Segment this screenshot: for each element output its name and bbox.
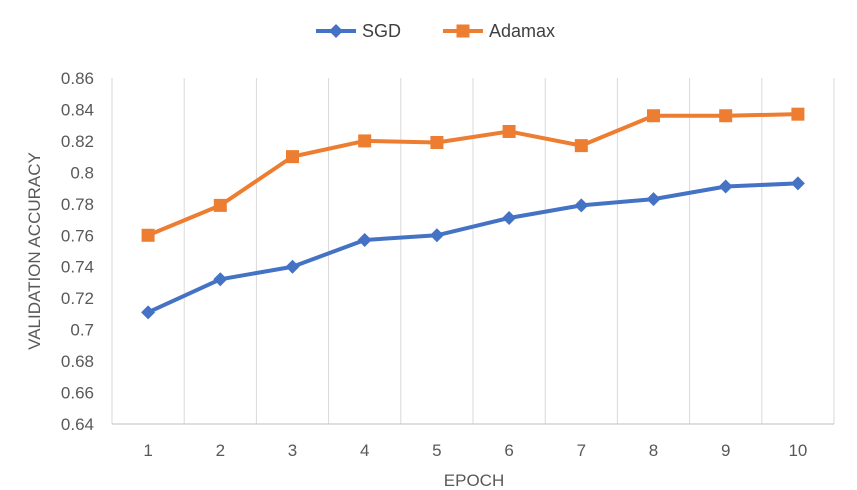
x-tick-label: 1 [143, 441, 152, 460]
y-tick-label: 0.64 [61, 415, 94, 434]
y-tick-label: 0.78 [61, 195, 94, 214]
y-tick-label: 0.66 [61, 384, 94, 403]
legend-label: Adamax [489, 21, 555, 41]
data-point-adamax [430, 135, 444, 149]
y-tick-label: 0.68 [61, 352, 94, 371]
x-axis-title: EPOCH [444, 471, 504, 490]
data-point-sgd [790, 176, 805, 191]
data-point-sgd [574, 198, 589, 213]
data-point-adamax [502, 124, 516, 138]
data-point-sgd [285, 259, 300, 274]
y-tick-label: 0.86 [61, 69, 94, 88]
data-point-adamax [286, 150, 299, 164]
x-tick-label: 3 [288, 441, 297, 460]
data-point-adamax [213, 198, 227, 212]
x-tick-label: 5 [432, 441, 441, 460]
y-tick-label: 0.74 [61, 258, 94, 277]
data-point-sgd [213, 272, 228, 287]
grid-layer [111, 78, 835, 424]
legend-label: SGD [362, 21, 401, 41]
legend-swatch-marker [329, 24, 343, 38]
data-point-sgd [357, 232, 372, 247]
data-point-sgd [141, 305, 156, 320]
legend: SGD Adamax [316, 21, 555, 41]
series-line-sgd [146, 181, 800, 315]
legend-item-adamax: Adamax [443, 21, 555, 41]
axis-layer: 0.64 0.66 0.68 0.7 0.72 0.74 0.76 0.78 0.8 0.82 0.… [61, 69, 834, 460]
y-tick-label: 0.76 [61, 226, 94, 245]
data-point-adamax [141, 228, 155, 242]
data-point-adamax [791, 107, 805, 121]
y-tick-label: 0.84 [61, 100, 94, 119]
data-point-adamax [719, 109, 733, 123]
x-tick-label: 7 [577, 441, 586, 460]
data-point-adamax [647, 109, 660, 123]
data-point-sgd [718, 179, 733, 194]
data-point-sgd [646, 192, 661, 207]
data-point-adamax [358, 134, 372, 148]
y-tick-label: 0.7 [70, 321, 94, 340]
legend-swatch-marker [456, 24, 470, 38]
series-line-adamax [146, 112, 800, 238]
y-tick-label: 0.72 [61, 289, 94, 308]
x-tick-label: 8 [649, 441, 658, 460]
series-adamax [141, 107, 805, 242]
data-point-sgd [429, 228, 444, 243]
y-axis-title: VALIDATION ACCURACY [25, 152, 44, 350]
data-point-adamax [574, 139, 588, 153]
y-tick-label: 0.8 [70, 163, 94, 182]
y-tick-label: 0.82 [61, 132, 94, 151]
data-point-sgd [502, 210, 517, 225]
x-tick-label: 2 [216, 441, 225, 460]
series-layer [141, 107, 805, 320]
x-tick-label: 6 [504, 441, 513, 460]
legend-item-sgd: SGD [316, 21, 401, 41]
x-tick-label: 10 [788, 441, 807, 460]
x-tick-label: 4 [360, 441, 369, 460]
x-tick-label: 9 [721, 441, 730, 460]
series-sgd [141, 176, 805, 320]
